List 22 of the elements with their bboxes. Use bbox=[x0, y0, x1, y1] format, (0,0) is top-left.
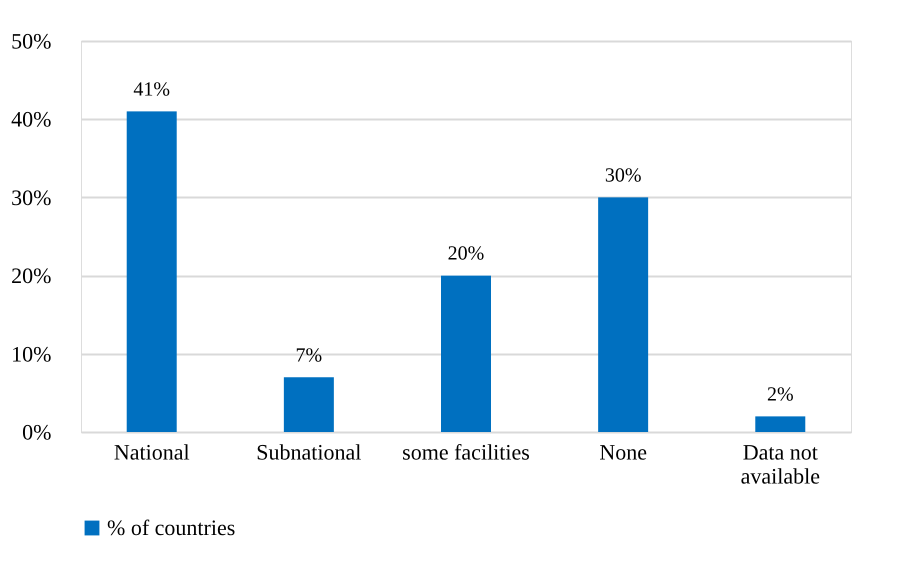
bar bbox=[126, 111, 177, 432]
x-tick-label: National bbox=[114, 440, 190, 464]
data-label: 20% bbox=[448, 242, 484, 265]
x-tick-label: Subnational bbox=[256, 440, 362, 464]
legend-label: % of countries bbox=[107, 515, 236, 540]
y-tick-label: 0% bbox=[22, 420, 52, 444]
y-tick-label: 40% bbox=[11, 106, 52, 132]
x-tick-label: Data not available bbox=[740, 440, 820, 488]
data-label: 2% bbox=[766, 383, 794, 406]
x-tick-label: some facilities bbox=[402, 440, 530, 464]
data-label: 30% bbox=[604, 164, 642, 186]
y-tick-label: 50% bbox=[11, 28, 52, 54]
y-tick-label: 30% bbox=[11, 184, 52, 210]
bar bbox=[598, 197, 648, 432]
bar bbox=[755, 416, 806, 432]
data-label: 41% bbox=[133, 78, 170, 100]
data-label: 7% bbox=[296, 344, 322, 366]
x-tick-label: None bbox=[599, 440, 647, 464]
bar bbox=[441, 276, 491, 432]
y-tick-label: 20% bbox=[11, 263, 52, 288]
bar bbox=[284, 377, 334, 432]
y-tick-label: 10% bbox=[11, 341, 52, 366]
